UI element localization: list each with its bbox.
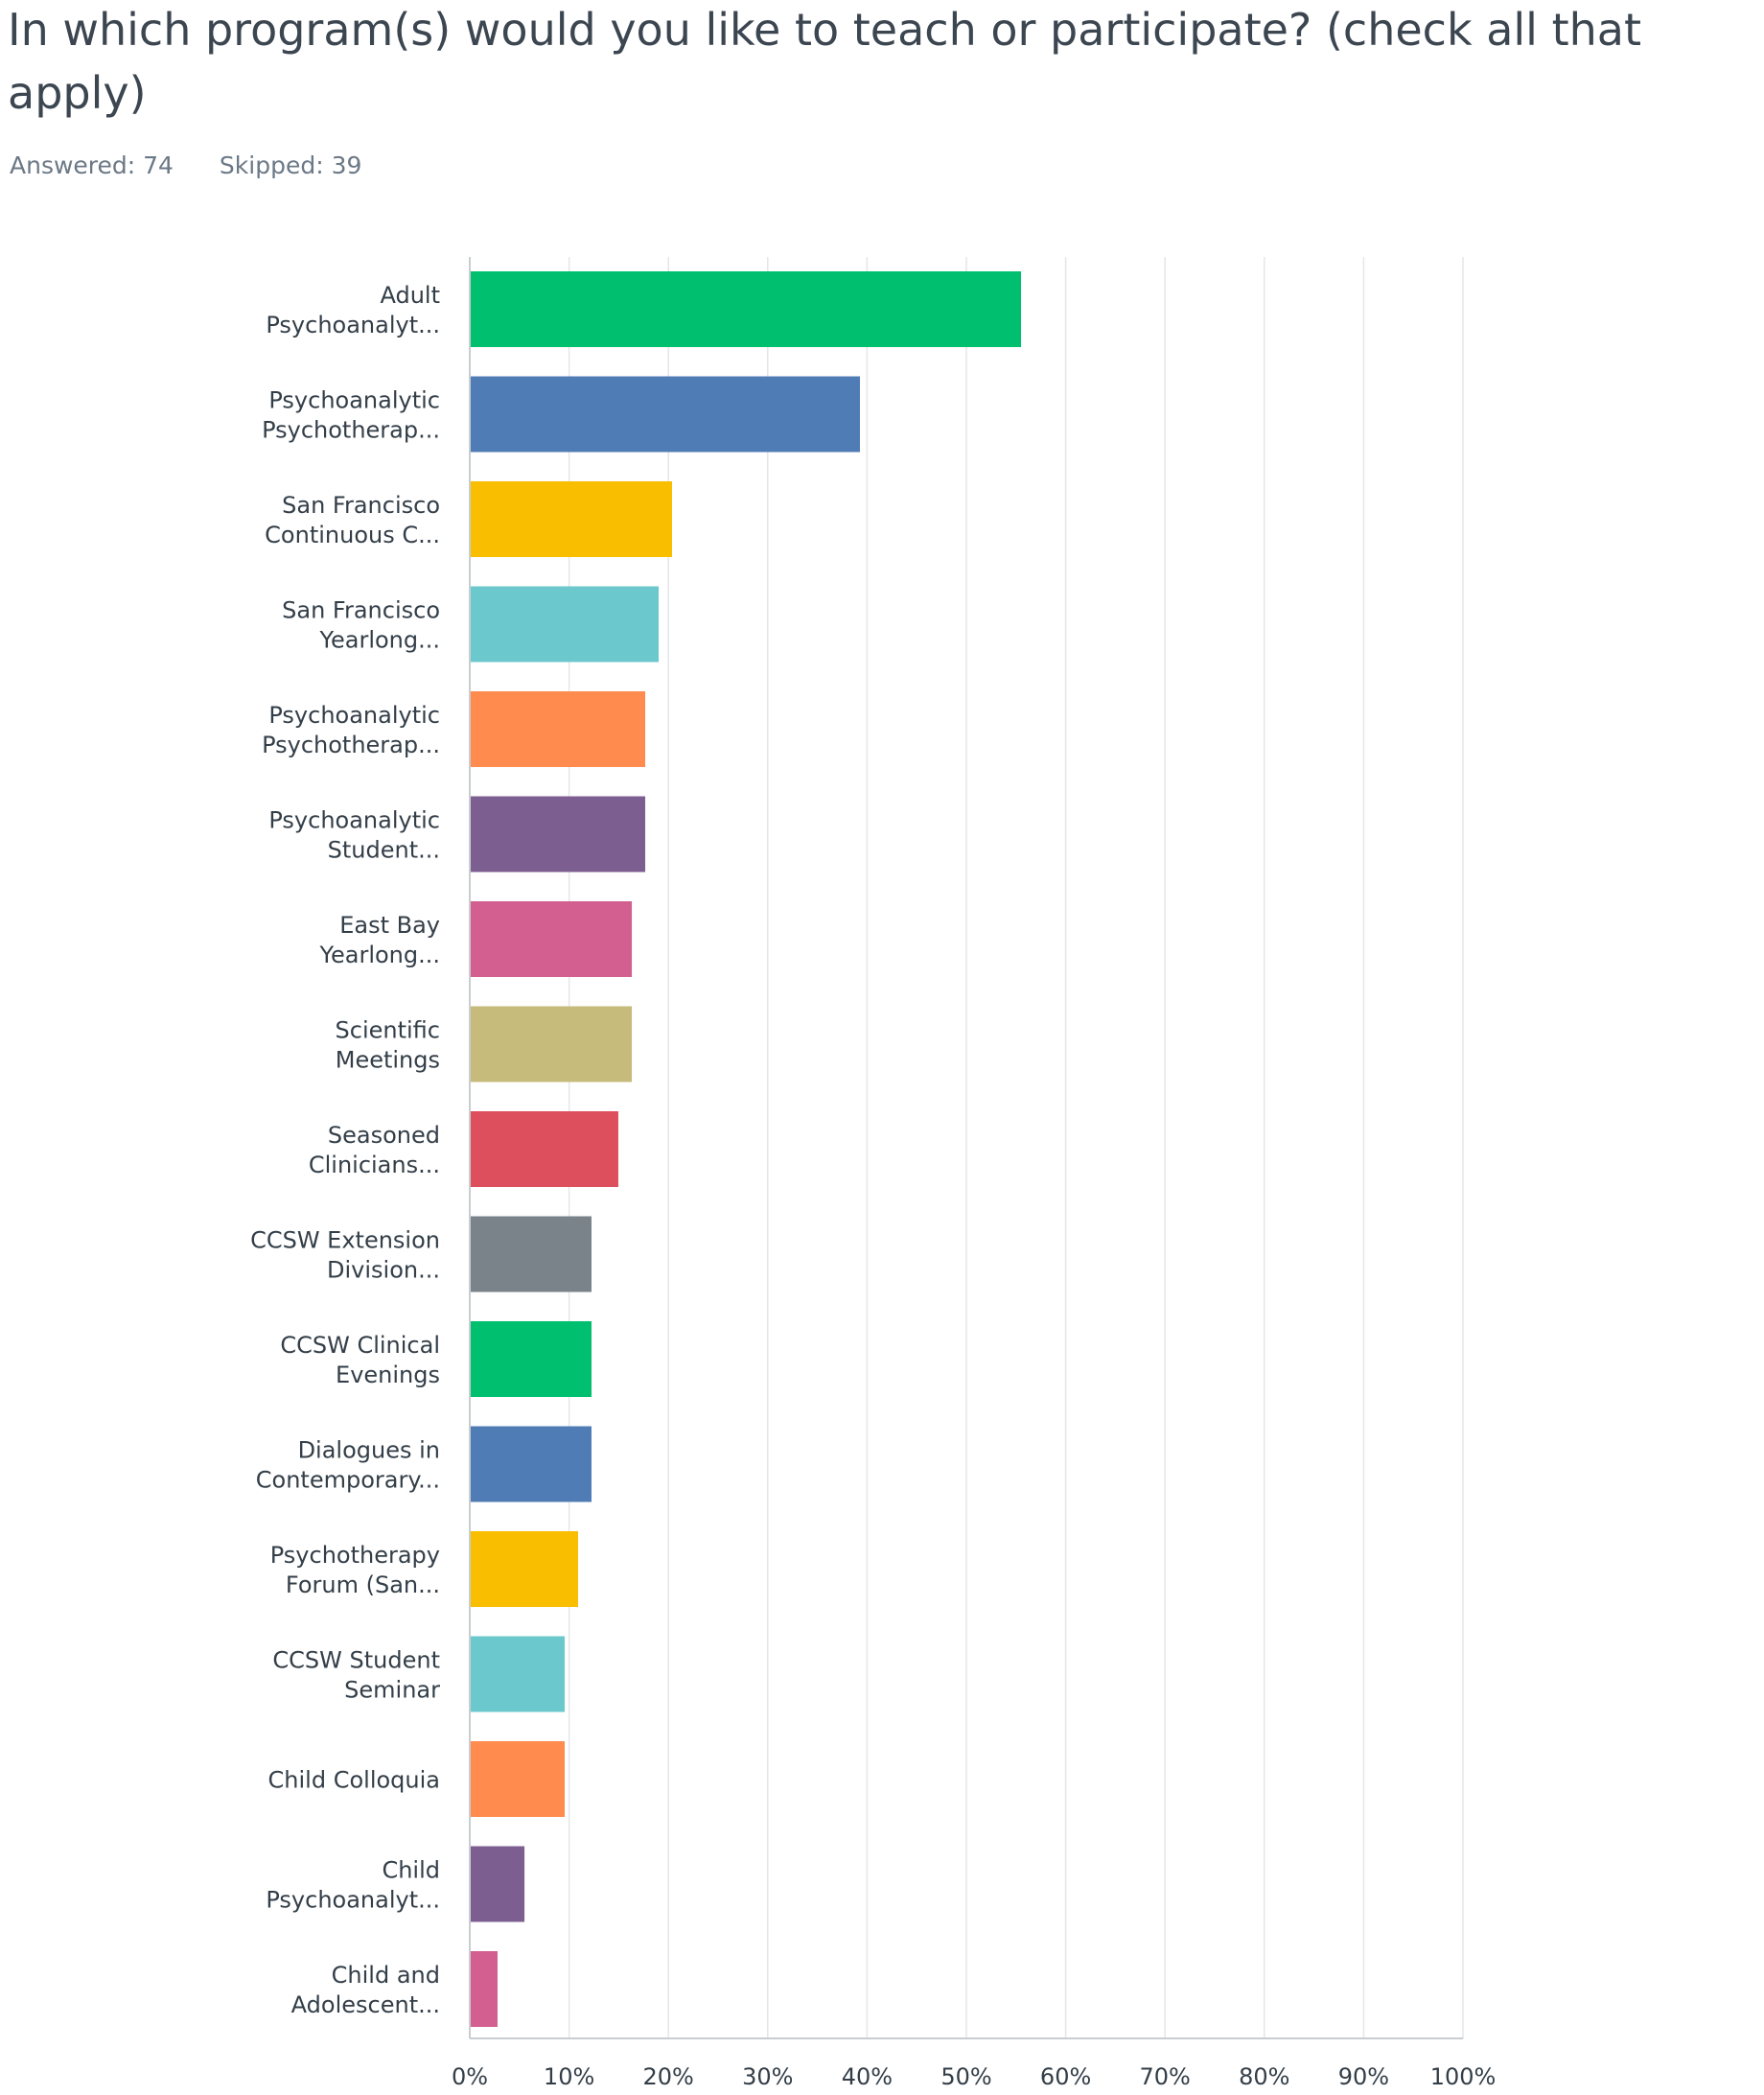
category-label: East Bay	[339, 912, 440, 939]
x-tick-label: 60%	[1040, 2063, 1091, 2090]
bar	[471, 1006, 633, 1082]
bars	[471, 271, 1022, 2027]
category-label: Forum (San...	[286, 1571, 440, 1598]
bar	[471, 271, 1022, 347]
category-label: Psychoanalyt...	[266, 1887, 440, 1914]
category-label: Student...	[328, 837, 440, 864]
x-tick-label: 70%	[1140, 2063, 1191, 2090]
answered-count: Answered: 74	[10, 151, 174, 179]
category-label: Meetings	[336, 1047, 440, 1074]
category-label: Yearlong...	[319, 627, 441, 654]
bar	[471, 1531, 578, 1607]
category-label: Evenings	[336, 1362, 440, 1388]
x-tick-label: 10%	[544, 2063, 594, 2090]
x-tick-label: 30%	[742, 2063, 793, 2090]
category-label: Psychotherap...	[262, 732, 440, 758]
category-label: Yearlong...	[319, 942, 441, 968]
category-label: Adult	[380, 282, 440, 309]
category-label: CCSW Student	[272, 1647, 440, 1674]
bar	[471, 1846, 525, 1922]
question-title: In which program(s) would you like to te…	[8, 4, 1641, 119]
category-label: San Francisco	[282, 597, 440, 624]
x-tick-label: 20%	[643, 2063, 694, 2090]
x-tick-label: 50%	[940, 2063, 991, 2090]
category-label: Child Colloquia	[268, 1767, 440, 1794]
category-label: Contemporary...	[256, 1467, 440, 1494]
category-label: Continuous C...	[265, 522, 440, 548]
category-label: Child	[382, 1857, 440, 1884]
category-label: Scientific	[336, 1017, 440, 1044]
x-tick-label: 90%	[1338, 2063, 1389, 2090]
category-label: Psychoanalytic	[268, 702, 440, 729]
x-tick-label: 80%	[1239, 2063, 1289, 2090]
skipped-count: Skipped: 39	[219, 151, 362, 179]
category-label: Dialogues in	[298, 1437, 440, 1464]
category-label: Psychotherapy	[270, 1542, 440, 1569]
category-label: Psychoanalytic	[268, 807, 440, 834]
category-label: Psychotherap...	[262, 417, 440, 444]
bar	[471, 1111, 618, 1187]
bar	[471, 901, 633, 977]
category-label: CCSW Extension	[250, 1227, 440, 1254]
bar	[471, 481, 672, 557]
x-tick-label: 100%	[1430, 2063, 1497, 2090]
bar	[471, 586, 660, 663]
x-tick-label: 0%	[452, 2063, 488, 2090]
category-label: Psychoanalyt...	[266, 312, 440, 338]
bar	[471, 1636, 566, 1712]
bar	[471, 376, 861, 453]
category-labels: Adult Psychoanalyt... Psychoanalytic Psycho…	[250, 282, 440, 2018]
category-label: Seasoned	[328, 1122, 440, 1149]
gridlines	[568, 257, 1464, 2038]
category-label: San Francisco	[282, 492, 440, 519]
category-label: Child and	[332, 1962, 440, 1989]
bar	[471, 796, 646, 873]
bar	[471, 691, 646, 767]
category-label: Adolescent...	[291, 1991, 440, 2018]
bar	[471, 1741, 566, 1817]
response-stats: Answered: 74 Skipped: 39	[10, 151, 400, 179]
x-tick-label: 40%	[842, 2063, 893, 2090]
category-label: Seminar	[344, 1677, 440, 1704]
x-tick-labels: 0% 10% 20% 30% 40% 50% 60% 70% 80% 90% 100%	[452, 2063, 1496, 2090]
bar	[471, 1216, 592, 1292]
bar	[471, 1321, 592, 1397]
category-label: Psychoanalytic	[268, 387, 440, 414]
axes	[469, 257, 1463, 2039]
category-label: CCSW Clinical	[280, 1332, 440, 1359]
category-label: Clinicians...	[309, 1152, 440, 1178]
bar	[471, 1951, 498, 2027]
bar	[471, 1426, 592, 1502]
category-label: Division...	[327, 1257, 440, 1284]
